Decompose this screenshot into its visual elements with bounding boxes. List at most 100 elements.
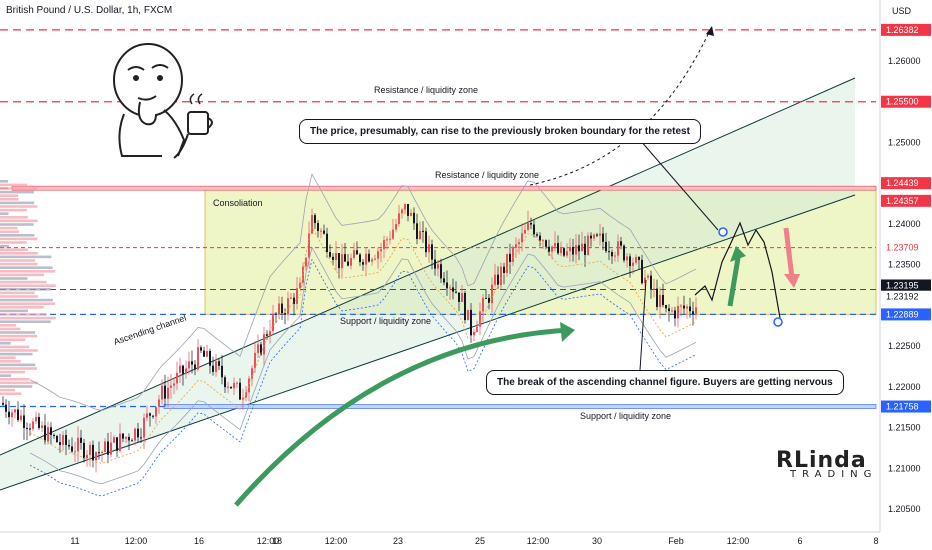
candle-body: [32, 421, 34, 430]
volume-profile-bar: [0, 190, 34, 194]
candle-body: [449, 287, 451, 289]
candle-body: [419, 230, 421, 239]
volume-profile-bar: [0, 349, 38, 352]
candle-body: [23, 415, 25, 428]
volume-profile-bar: [0, 374, 12, 377]
candle-body: [179, 365, 181, 373]
candle-body: [512, 247, 514, 262]
candle-body: [38, 416, 40, 428]
chart-title: British Pound / U.S. Dollar, 1h, FXCM: [6, 5, 173, 16]
candle-body: [59, 442, 61, 445]
candle-body: [272, 313, 274, 332]
volume-profile-bar: [0, 342, 11, 345]
candle-body: [137, 428, 139, 438]
volume-profile-bar: [0, 198, 19, 201]
candle-body: [599, 233, 601, 236]
candle-body: [119, 433, 121, 451]
candle-body: [245, 392, 247, 398]
y-tick-label: 1.24000: [888, 219, 921, 229]
candle-body: [203, 350, 205, 357]
candle-body: [653, 288, 655, 290]
x-tick-label: 16: [194, 536, 204, 546]
candle-body: [320, 230, 322, 232]
candle-body: [662, 294, 664, 306]
candle-body: [668, 308, 670, 312]
candle-body: [623, 245, 625, 261]
candle-body: [44, 425, 46, 442]
drop-target-marker: [773, 317, 783, 327]
candle-body: [56, 435, 58, 443]
volume-profile-bar: [0, 334, 38, 338]
price-label: 1.21758: [886, 402, 919, 412]
candle-body: [647, 275, 649, 278]
candle-body: [269, 331, 271, 336]
volume-profile-bar: [0, 288, 52, 291]
candle-body: [581, 243, 583, 252]
candle-body: [491, 284, 493, 304]
volume-profile-bar: [0, 381, 38, 385]
annotation-label: Support / liquidity zone: [340, 316, 431, 326]
candle-body: [200, 347, 202, 351]
candle-body: [443, 278, 445, 283]
price-label: 1.23195: [886, 280, 919, 290]
volume-profile-bar: [0, 255, 52, 259]
volume-profile-bar: [0, 244, 10, 248]
candle-body: [359, 254, 361, 263]
moving-average-blue: [29, 258, 697, 497]
consolidation-zone: [204, 187, 877, 315]
candle-body: [548, 246, 550, 252]
candle-body: [185, 368, 187, 374]
volume-profile-bar: [0, 226, 18, 230]
price-label-bg: [881, 290, 931, 303]
volume-profile-bar: [0, 302, 56, 305]
candle-body: [584, 243, 586, 255]
candle-body: [566, 251, 568, 256]
candle-body: [671, 310, 673, 312]
time-axis: [0, 532, 932, 550]
candle-body: [71, 446, 73, 452]
volume-profile-bar: [0, 324, 17, 327]
candle-body: [92, 444, 94, 461]
candle-body: [401, 209, 403, 214]
price-label-bg: [881, 194, 931, 207]
candle-body: [563, 248, 565, 256]
candle-body: [356, 250, 358, 255]
candle-body: [260, 344, 262, 355]
candle-body: [26, 427, 28, 429]
candle-body: [191, 361, 193, 365]
retest-target-marker: [718, 227, 728, 237]
candle-body: [113, 437, 115, 443]
candle-body: [560, 248, 562, 254]
candle-body: [158, 399, 160, 408]
candle-body: [518, 242, 520, 245]
y-tick-label: 1.21000: [888, 463, 921, 473]
candle-body: [41, 425, 43, 428]
y-tick-label: 1.21500: [888, 423, 921, 433]
candle-body: [431, 244, 433, 260]
candle-body: [617, 241, 619, 256]
candle-body: [524, 229, 526, 234]
candle-body: [392, 229, 394, 239]
price-label: 1.23709: [886, 243, 919, 253]
projected-price-path: [694, 221, 781, 319]
candle-body: [167, 387, 169, 399]
price-label-bg: [881, 308, 931, 321]
candle-body: [620, 241, 622, 246]
candle-body: [473, 331, 475, 336]
candle-body: [593, 234, 595, 239]
candle-body: [263, 334, 265, 355]
candle-body: [386, 239, 388, 241]
candle-body: [143, 417, 145, 438]
candle-body: [515, 244, 517, 248]
bearish-arrow: [783, 227, 795, 279]
moving-average-orange: [29, 226, 697, 464]
volume-profile-bar: [0, 360, 21, 363]
x-tick-label: 12:00: [257, 536, 280, 546]
candle-body: [149, 413, 151, 416]
candle-body: [452, 287, 454, 292]
candle-body: [197, 347, 199, 370]
candle-body: [98, 452, 100, 454]
candle-body: [305, 257, 307, 267]
candle-body: [389, 238, 391, 240]
